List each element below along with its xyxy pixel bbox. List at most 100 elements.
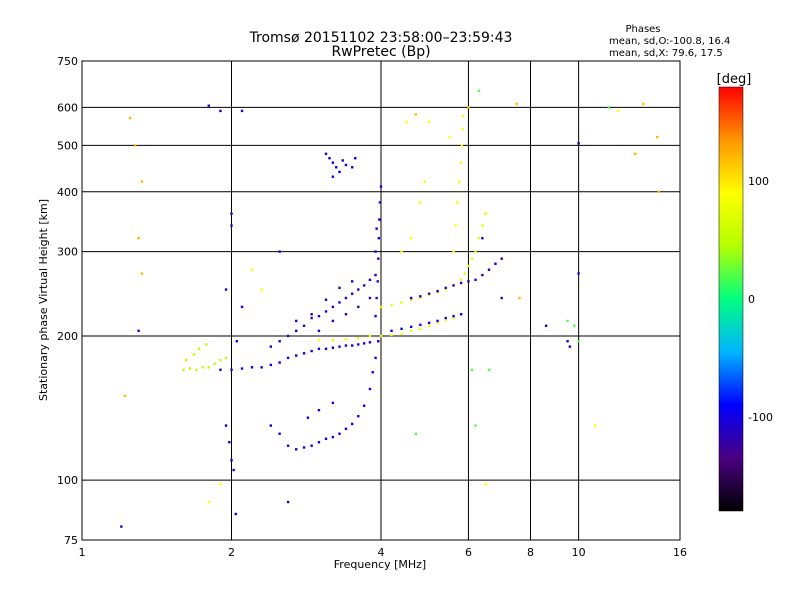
colorbar-label: [deg]	[717, 72, 752, 87]
y-tick-label: 75	[64, 534, 78, 547]
y-tick-label: 600	[57, 101, 78, 114]
data-point	[344, 296, 348, 300]
data-point	[324, 437, 328, 440]
info-line-x: mean, sd,X: 79.6, 17.5	[609, 48, 723, 59]
data-point	[577, 272, 580, 275]
data-point	[414, 432, 417, 435]
data-point	[444, 318, 447, 322]
data-point	[354, 157, 357, 160]
data-point	[375, 227, 378, 230]
data-point	[390, 333, 393, 337]
data-point	[377, 257, 380, 260]
x-tick-label: 2	[228, 546, 235, 559]
data-point	[260, 288, 263, 291]
data-point	[467, 106, 470, 109]
data-point	[500, 296, 503, 300]
chart-subtitle: RwPretec (Bp)	[331, 44, 430, 60]
data-point	[474, 250, 477, 253]
data-point	[368, 387, 372, 391]
x-tick-label: 16	[673, 546, 687, 559]
data-point	[207, 500, 210, 504]
data-point	[140, 272, 144, 275]
y-axis-ticks: 75 100 200 300 400 500 600 750	[57, 55, 78, 547]
data-point	[350, 280, 354, 283]
chart-title: Tromsø 20151102 23:58:00–23:59:43	[249, 30, 513, 46]
grid-lines	[82, 61, 680, 540]
data-point	[240, 367, 244, 370]
data-point	[235, 340, 239, 343]
data-point	[375, 296, 378, 300]
data-point	[219, 109, 222, 113]
data-point	[436, 290, 439, 293]
data-point	[317, 441, 321, 444]
data-point	[573, 324, 576, 328]
data-point	[260, 366, 263, 369]
data-point	[400, 250, 403, 253]
y-axis-label: Stationary phase Virtual Height [km]	[37, 199, 50, 401]
data-point	[338, 432, 341, 435]
x-axis-label: Frequency [MHz]	[334, 558, 426, 571]
data-point	[456, 201, 459, 204]
data-point	[224, 356, 228, 360]
data-point	[344, 163, 348, 167]
data-point	[374, 250, 377, 253]
data-point	[656, 135, 659, 139]
data-point	[518, 296, 521, 300]
data-point	[197, 347, 201, 351]
data-point	[317, 314, 321, 318]
data-point	[310, 444, 313, 447]
data-point	[219, 368, 222, 371]
data-point	[452, 284, 455, 287]
data-point	[481, 273, 484, 277]
data-point	[219, 483, 222, 486]
data-point	[452, 314, 455, 318]
data-point	[634, 152, 637, 156]
data-point	[594, 424, 597, 427]
data-point	[400, 332, 403, 336]
data-point	[230, 212, 233, 215]
data-point	[269, 345, 273, 348]
data-point	[459, 281, 463, 285]
data-point	[310, 316, 313, 320]
data-point	[350, 422, 354, 426]
data-point	[302, 446, 306, 449]
data-point	[278, 340, 281, 343]
data-point	[400, 327, 403, 331]
data-point	[357, 336, 360, 340]
data-point	[607, 106, 610, 109]
data-point	[137, 329, 140, 333]
data-point	[419, 296, 422, 300]
data-point	[459, 161, 463, 164]
info-heading: Phases	[625, 24, 660, 35]
colorbar-tick-label: 100	[748, 175, 769, 188]
data-point	[207, 104, 210, 107]
y-tick-label: 400	[57, 186, 78, 199]
data-point	[487, 368, 491, 371]
data-point	[481, 224, 484, 227]
data-point	[310, 313, 313, 316]
data-point	[331, 319, 335, 323]
data-points	[120, 89, 660, 528]
data-point	[240, 109, 244, 113]
data-point	[295, 319, 298, 323]
data-point	[317, 329, 321, 333]
data-point	[467, 280, 470, 283]
data-point	[409, 236, 413, 240]
data-point	[616, 109, 620, 113]
data-point	[427, 321, 431, 325]
plot-frame	[81, 60, 681, 541]
y-tick-label: 750	[57, 55, 78, 68]
data-point	[134, 144, 137, 147]
data-point	[427, 292, 431, 295]
data-point	[228, 441, 231, 444]
data-point	[515, 102, 518, 106]
data-point	[459, 278, 463, 281]
data-point	[379, 305, 383, 309]
data-point	[357, 305, 360, 309]
data-point	[213, 362, 216, 365]
data-point	[481, 236, 484, 240]
data-point	[400, 301, 403, 304]
colorbar-ticks: 100 0 -100	[748, 175, 773, 424]
data-point	[436, 319, 439, 323]
data-point	[500, 257, 503, 260]
